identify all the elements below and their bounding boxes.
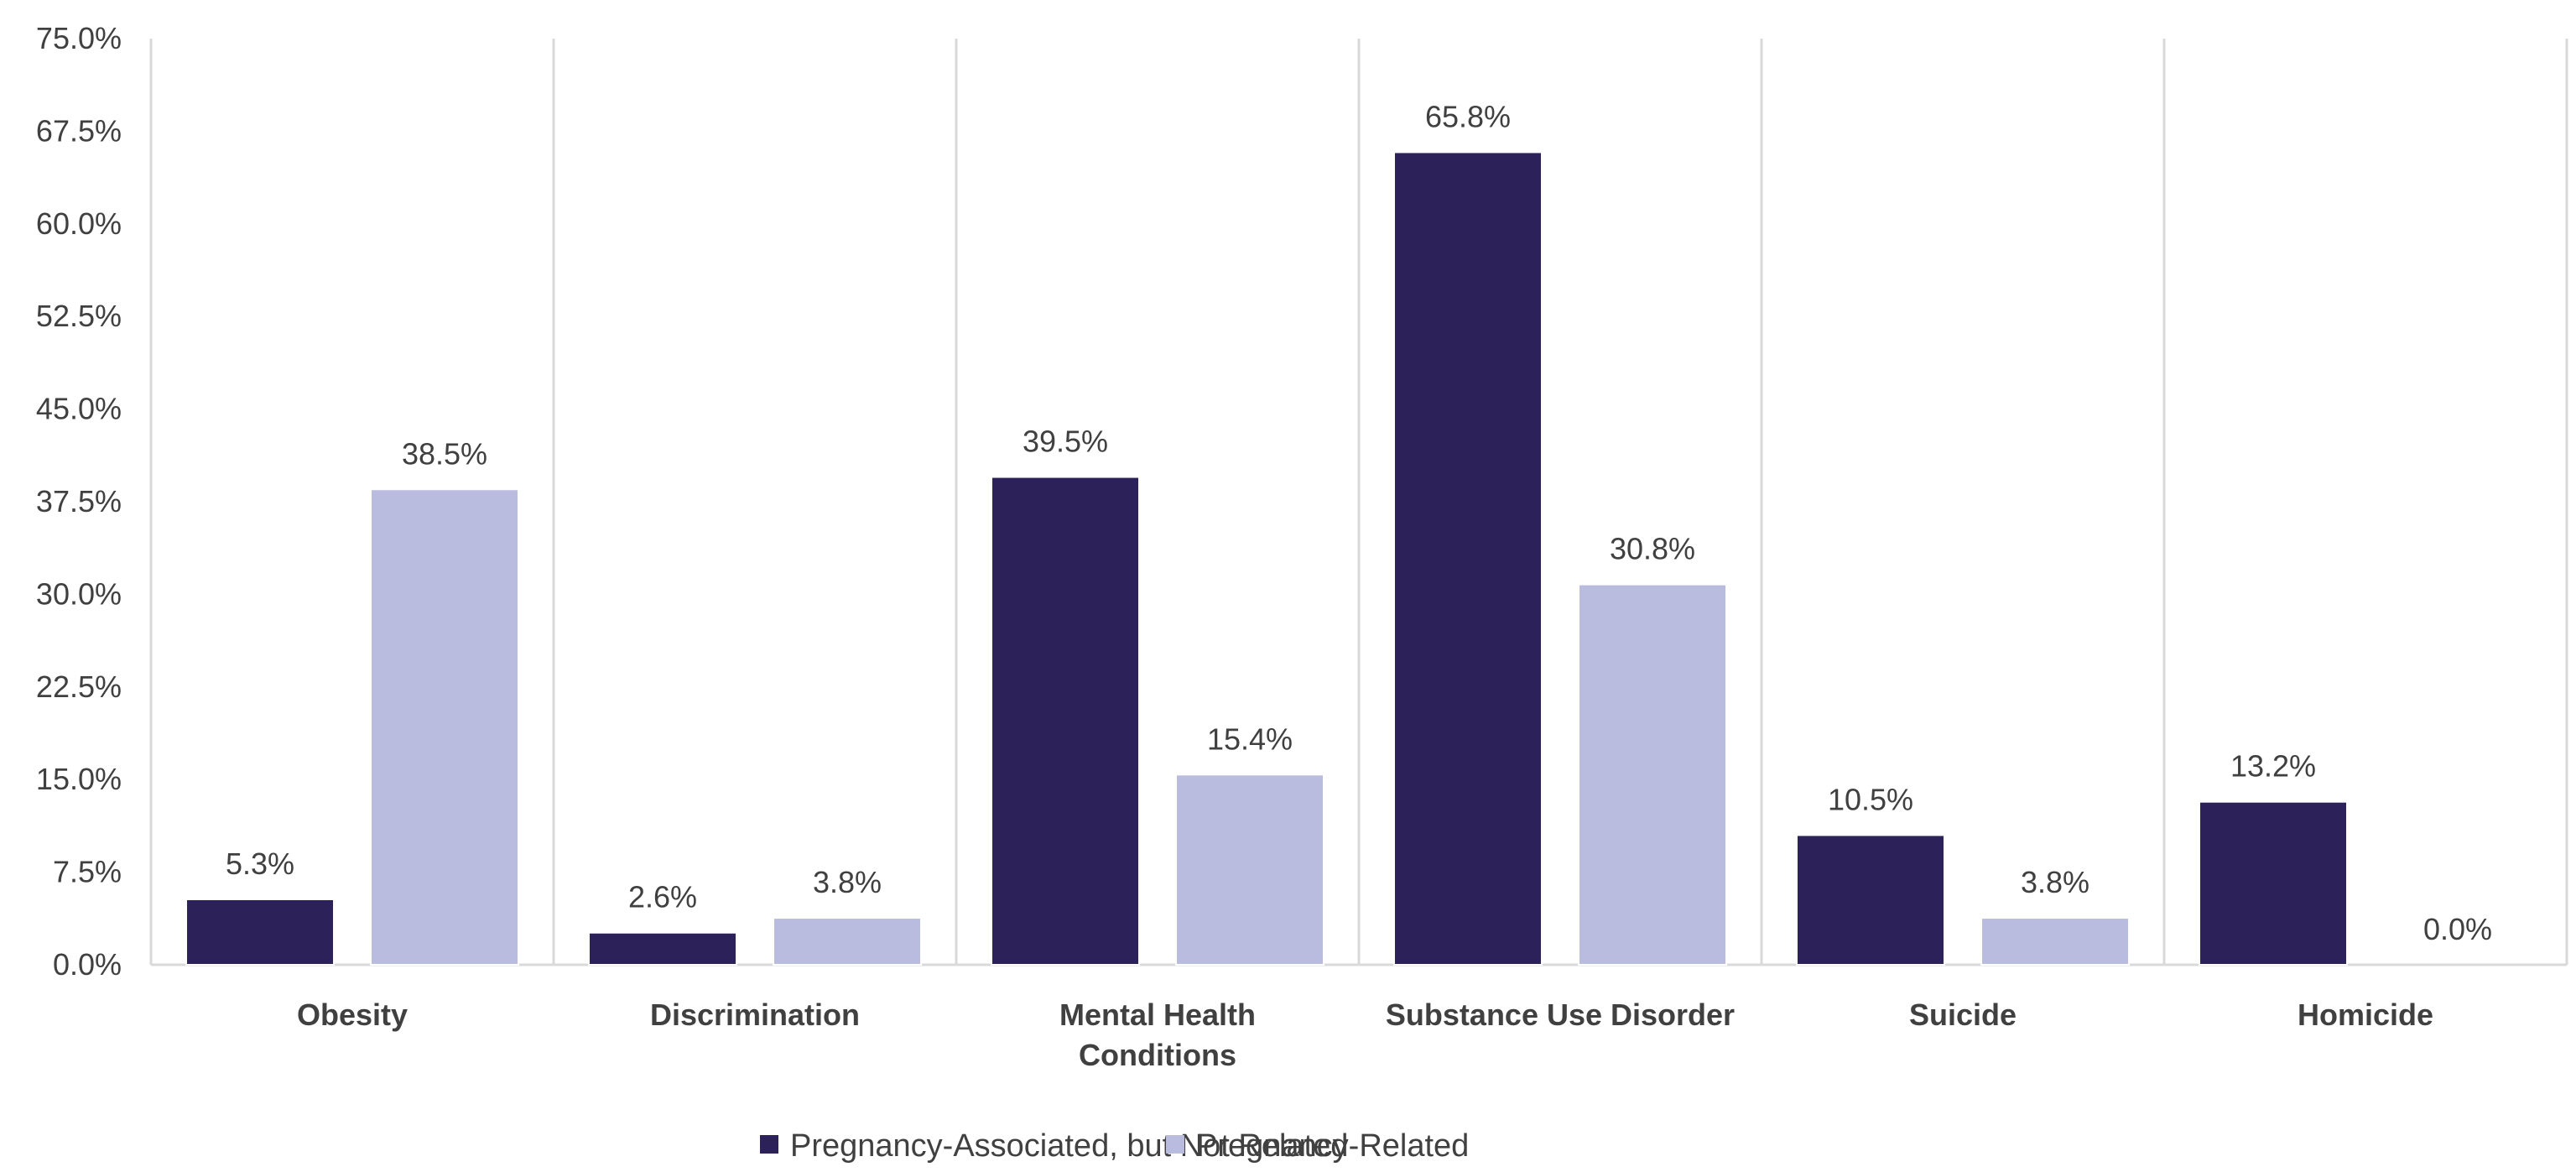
x-tick-label: Obesity (297, 998, 408, 1032)
legend-swatch (760, 1135, 778, 1154)
y-tick-label: 67.5% (36, 113, 122, 148)
bar (2199, 800, 2348, 966)
data-label: 0.0% (2423, 912, 2492, 946)
bar (773, 917, 922, 966)
y-tick-label: 15.0% (36, 762, 122, 796)
data-label: 3.8% (813, 865, 882, 899)
y-tick-label: 30.0% (36, 576, 122, 611)
y-tick-label: 37.5% (36, 484, 122, 518)
y-tick-label: 0.0% (53, 947, 122, 982)
bar (1393, 151, 1543, 966)
data-label: 15.4% (1207, 721, 1293, 756)
data-label: 65.8% (1425, 99, 1511, 133)
y-tick-label: 60.0% (36, 206, 122, 241)
y-tick-label: 52.5% (36, 299, 122, 333)
data-label: 39.5% (1023, 425, 1108, 459)
bar (1578, 583, 1727, 966)
bar (1175, 774, 1324, 966)
data-label: 5.3% (226, 846, 294, 881)
data-labels: 5.3% 2.6% 39.5% 65.8% 10.5% 13.2% 38.5% 3.8% 15.… (226, 99, 2492, 946)
data-label: 3.8% (2021, 865, 2089, 899)
bar (1980, 917, 2130, 966)
y-tick-label: 7.5% (53, 855, 122, 889)
data-label: 10.5% (1828, 782, 1913, 816)
data-label: 30.8% (1610, 532, 1695, 566)
data-label: 38.5% (402, 436, 487, 471)
x-tick-label: Discrimination (650, 998, 860, 1032)
data-label: 13.2% (2230, 749, 2316, 784)
legend-label: Pregnancy-Related (1196, 1128, 1469, 1164)
x-tick-label: Homicide (2298, 998, 2433, 1032)
y-tick-label: 75.0% (36, 21, 122, 55)
bar (185, 898, 335, 966)
x-tick-label: Suicide (1909, 998, 2017, 1032)
y-axis-ticks: 0.0% 7.5% 15.0% 22.5% 30.0% 37.5% 45.0% 52.5% 60… (36, 21, 122, 982)
bar (370, 488, 519, 966)
bars (185, 151, 2348, 966)
x-axis-ticks: Obesity Discrimination Mental Health Condit… (297, 998, 2433, 1072)
x-tick-label: Mental Health Conditions (1059, 998, 1256, 1072)
x-tick-label: Substance Use Disorder (1386, 998, 1735, 1032)
y-tick-label: 45.0% (36, 392, 122, 426)
legend-swatch (1166, 1135, 1184, 1154)
bar (1796, 834, 1945, 966)
axes (149, 39, 2568, 966)
data-label: 2.6% (628, 880, 697, 914)
y-tick-label: 22.5% (36, 669, 122, 704)
bar (588, 931, 737, 966)
legend: Pregnancy-Associated, but Not RelatedPre… (760, 1128, 1469, 1164)
bar (991, 476, 1140, 966)
legend-label: Pregnancy-Associated, but Not Related (790, 1128, 1348, 1164)
